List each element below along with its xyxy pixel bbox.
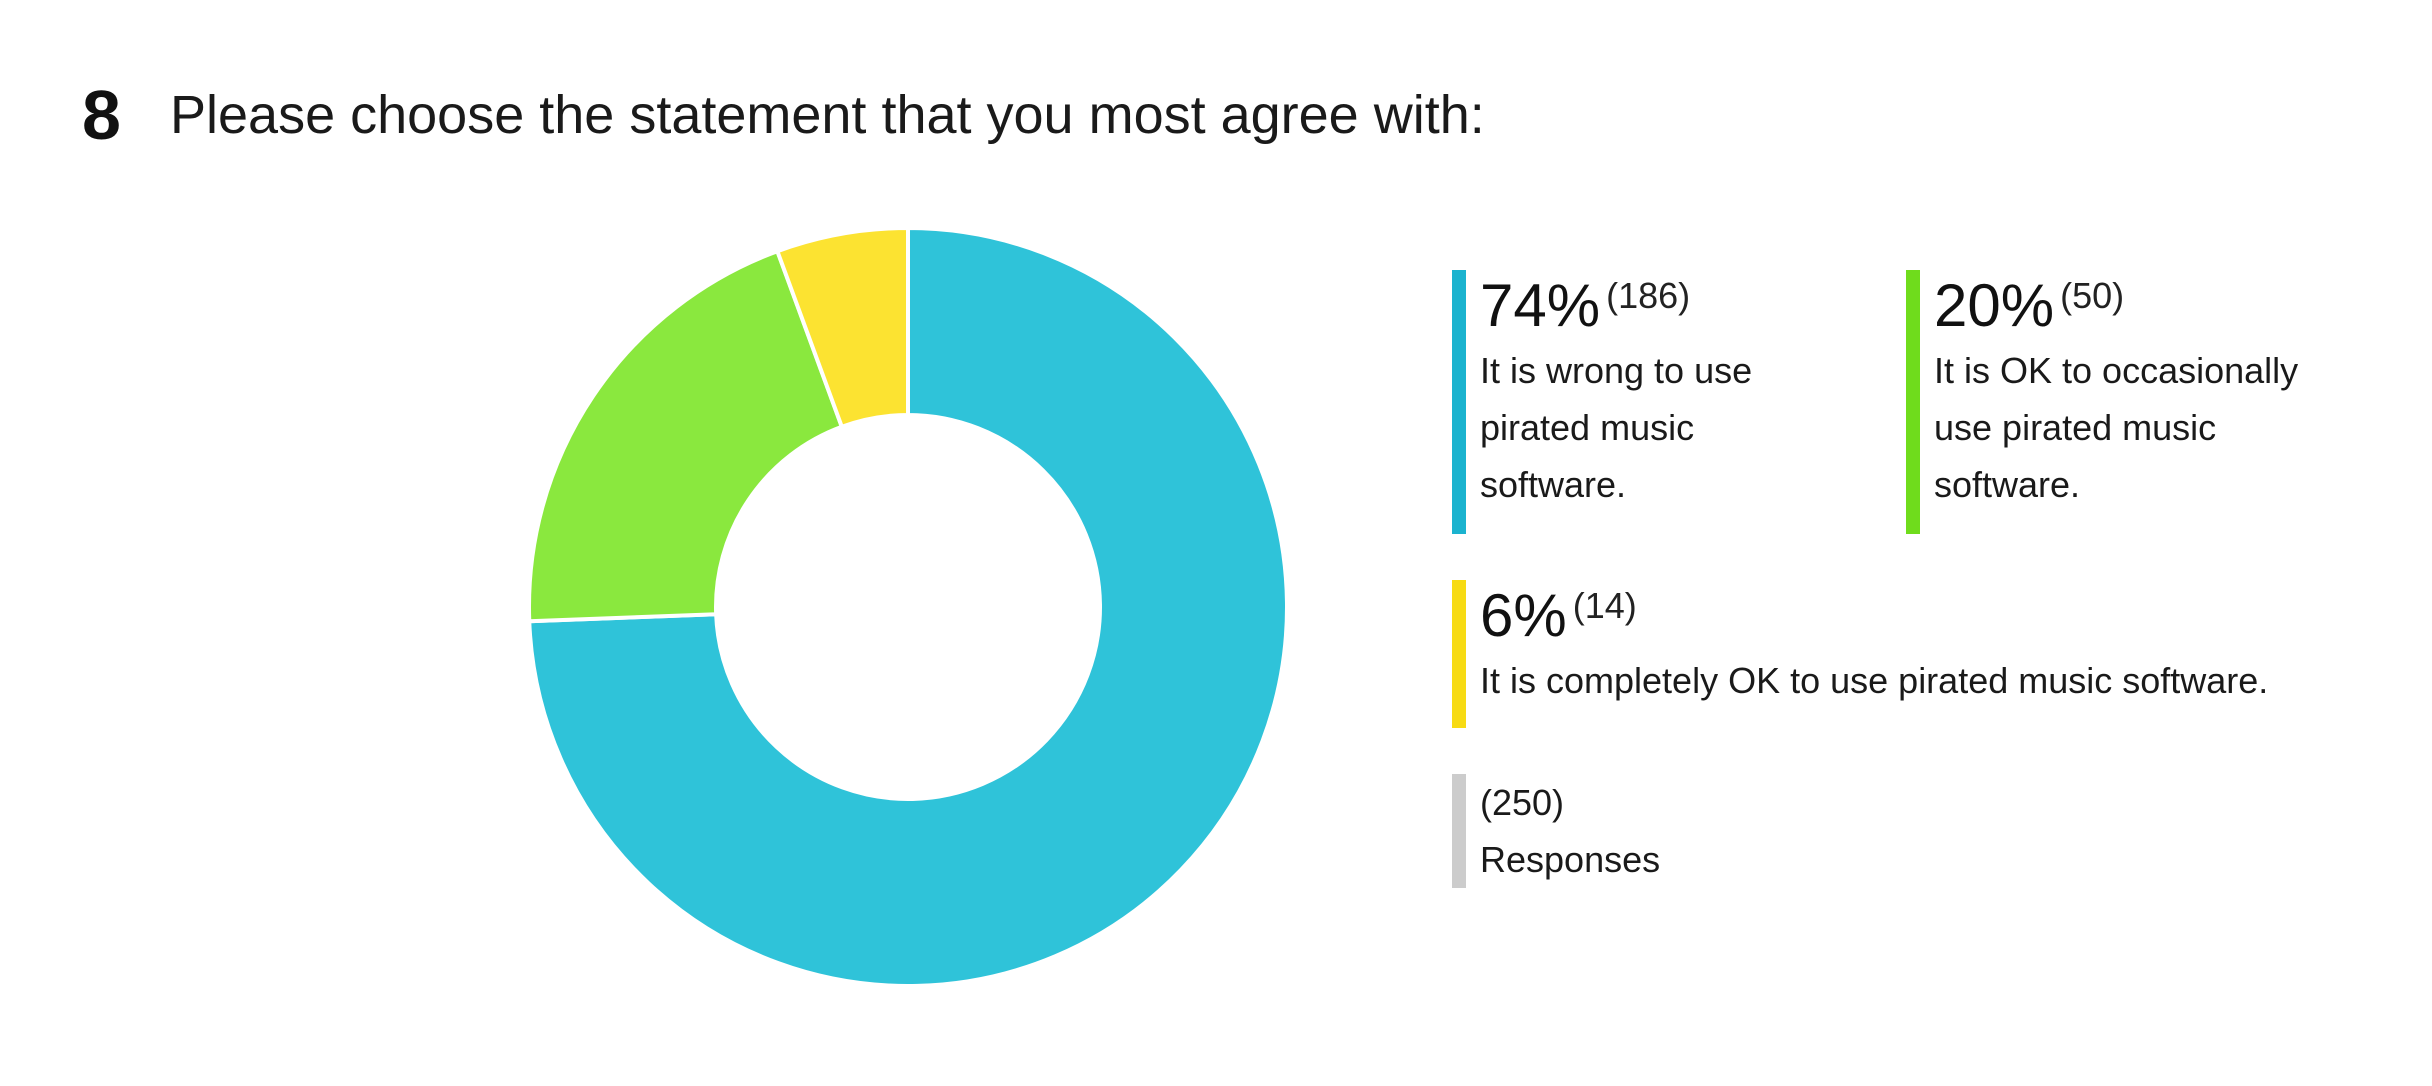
donut-slice-2: [775, 226, 910, 429]
legend-head: 6% (14): [1480, 580, 2392, 652]
legend-color-bar: [1452, 270, 1466, 534]
legend-label: It is wrong to use pirated music softwar…: [1480, 350, 1753, 505]
total-count: (250): [1480, 782, 1565, 823]
legend-label: It is OK to occasionally use pirated mus…: [1934, 350, 2299, 505]
legend-percent: 6%: [1480, 582, 1567, 649]
legend-total-responses: (250) Responses: [1452, 774, 1852, 888]
legend-color-bar: [1906, 270, 1920, 534]
legend-item-wrong: 74% (186) It is wrong to use pirated mus…: [1452, 270, 1872, 534]
legend-count: (186): [1606, 275, 1691, 316]
legend-count: (50): [2060, 275, 2125, 316]
legend-count: (14): [1572, 585, 1637, 626]
donut-slice-0: [527, 226, 1289, 988]
total-caption: Responses: [1480, 839, 1661, 880]
legend-total-bar: [1452, 774, 1466, 888]
legend-item-occasionally-ok: 20% (50) It is OK to occasionally use pi…: [1906, 270, 2346, 534]
legend-color-bar: [1452, 580, 1466, 728]
legend-item-completely-ok: 6% (14) It is completely OK to use pirat…: [1452, 580, 2392, 728]
legend-head: 74% (186): [1480, 270, 1872, 342]
legend-percent: 20%: [1934, 272, 2055, 339]
legend-label: It is completely OK to use pirated music…: [1480, 660, 2269, 701]
question-number: 8: [82, 76, 121, 154]
question-text: Please choose the statement that you mos…: [170, 85, 1485, 145]
legend-head: 20% (50): [1934, 270, 2346, 342]
question-header: 8 Please choose the statement that you m…: [82, 70, 1485, 160]
legend-percent: 74%: [1480, 272, 1601, 339]
donut-slice-1: [527, 249, 844, 624]
